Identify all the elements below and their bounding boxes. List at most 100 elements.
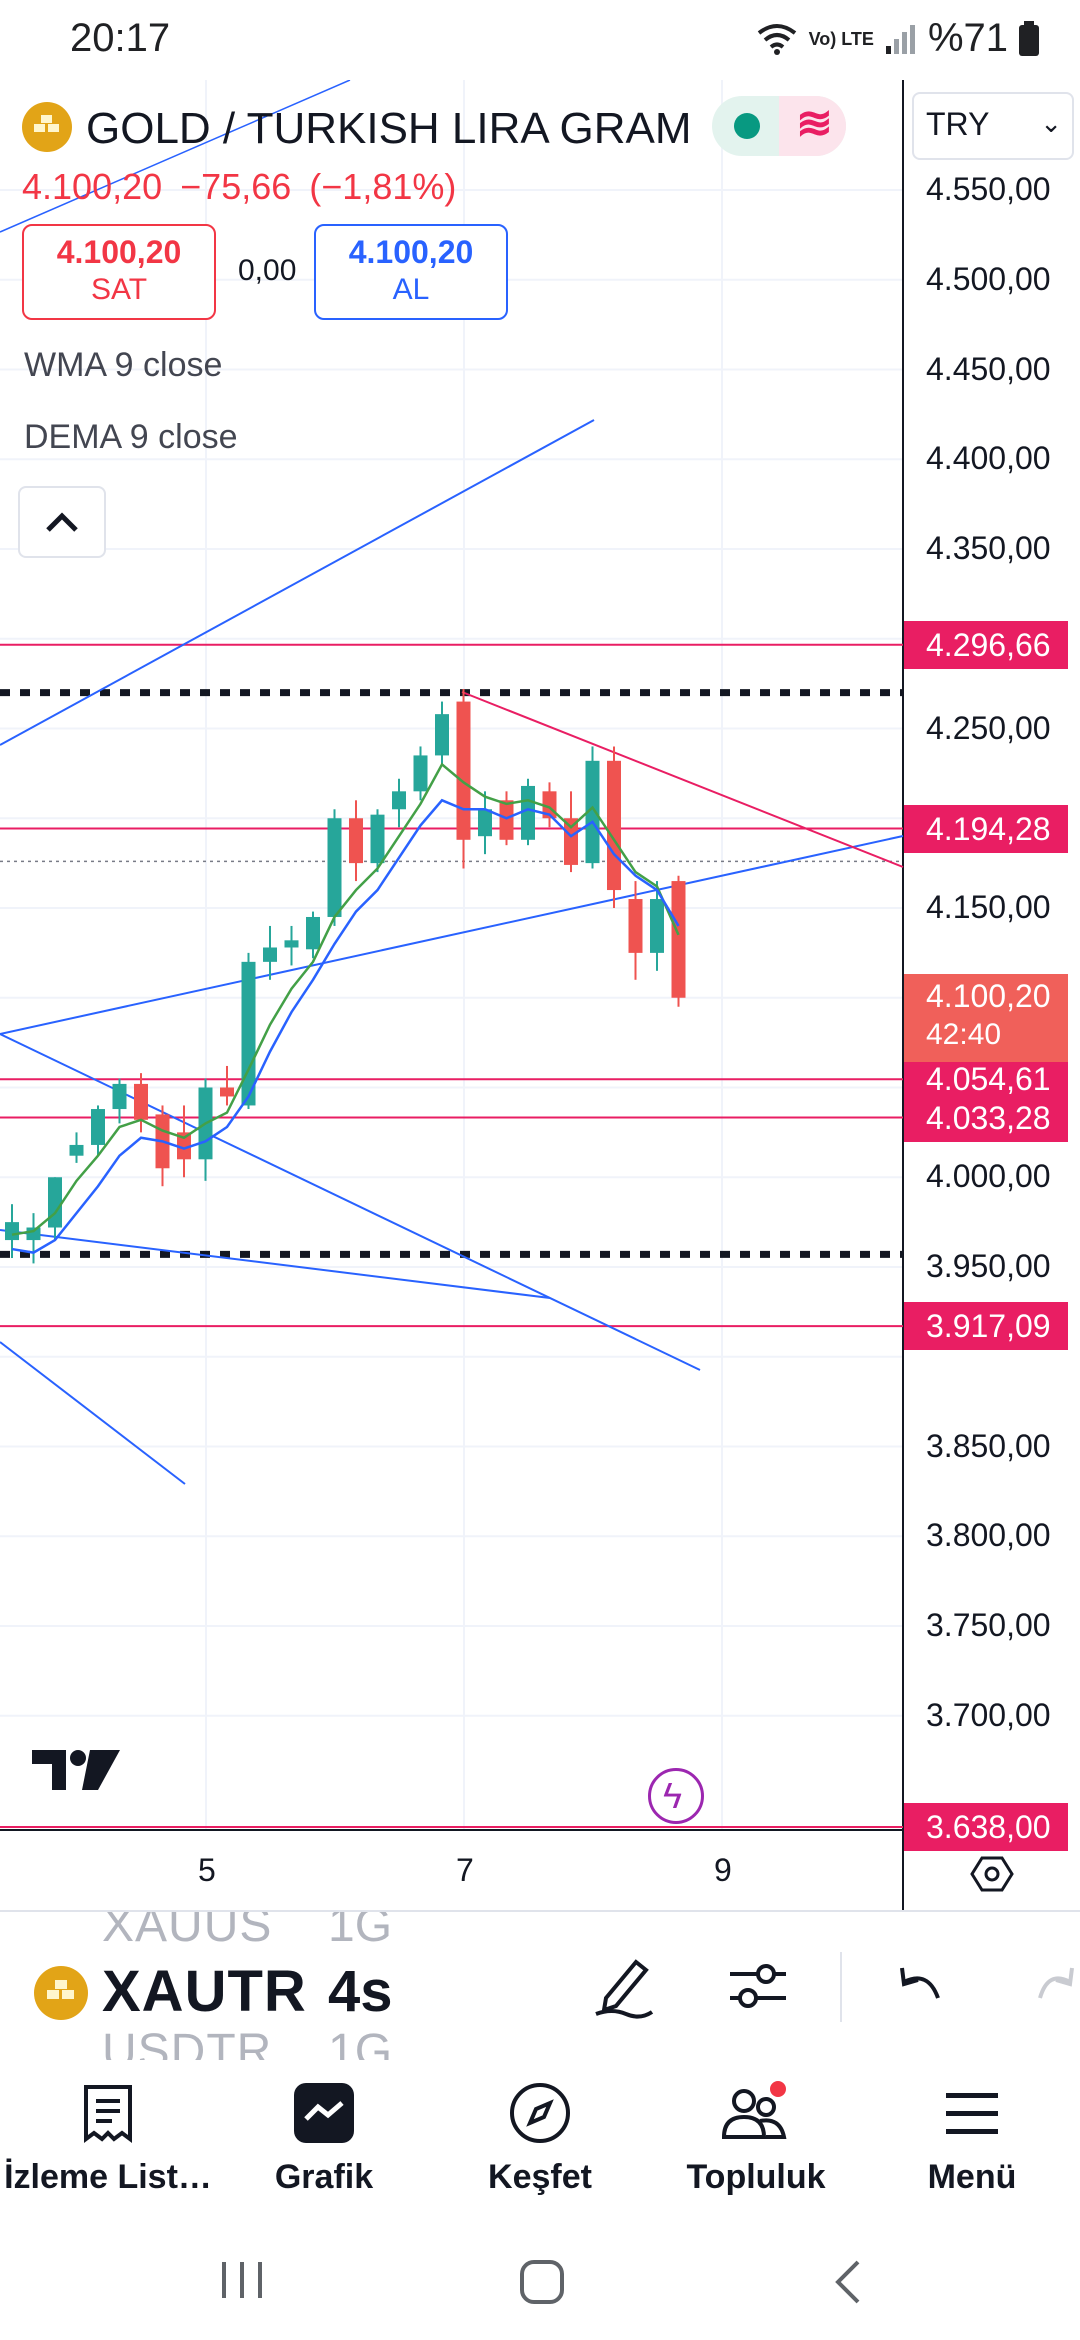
candle-body — [349, 818, 363, 864]
nav-label: Keşfet — [488, 2158, 592, 2196]
currency-select[interactable]: TRY ⌄ — [912, 92, 1074, 160]
buy-label: AL — [392, 273, 430, 306]
symbol-prev[interactable]: XAUUS — [102, 1910, 273, 1952]
candle-body — [628, 899, 643, 953]
sell-button[interactable]: 4.100,20 SAT — [22, 224, 216, 320]
nav-watchlist[interactable]: İzleme List… — [0, 2078, 216, 2197]
nav-label: Menü — [927, 2158, 1017, 2196]
trend-line — [0, 1341, 186, 1485]
symbol-picker[interactable]: XAUTR — [102, 1959, 307, 2024]
candle-body — [671, 881, 686, 998]
price-axis-label: 3.750,00 — [926, 1607, 1051, 1643]
candle-body — [499, 800, 514, 840]
chart-settings-icon[interactable] — [970, 1852, 1014, 1896]
price-axis-label: 4.150,00 — [926, 889, 1051, 925]
candle-body — [26, 1227, 41, 1241]
price-level-badge: 4.194,28 — [904, 804, 1068, 853]
lightning-icon: ϟ — [663, 1775, 683, 1816]
market-status-pill[interactable]: ≋ — [712, 96, 846, 156]
bottom-navigation: İzleme List… Grafik Keşfet — [0, 2060, 1080, 2220]
tradingview-logo — [32, 1750, 120, 1790]
nav-community[interactable]: Topluluk — [648, 2078, 864, 2197]
back-icon[interactable] — [830, 2258, 866, 2306]
interval-picker[interactable]: 4s — [328, 1959, 393, 2024]
trend-line — [0, 1229, 551, 1299]
price-axis-label: 4.250,00 — [926, 709, 1051, 746]
gold-bars-icon — [34, 1966, 88, 2020]
quick-trade-button[interactable]: ϟ — [648, 1768, 704, 1824]
price-chart[interactable] — [0, 80, 1080, 1910]
undo-icon[interactable] — [894, 1952, 948, 2020]
candle-body — [220, 1087, 234, 1097]
price-axis-label: 4.000,00 — [926, 1158, 1051, 1195]
price-level-badge: 3.917,09 — [904, 1302, 1068, 1351]
symbol-toolbar: XAUUS 1G XAUTR 4s USDTR 1G — [0, 1910, 1080, 2064]
x-tick-label: 9 — [714, 1852, 732, 1888]
nav-menu[interactable]: Menü — [864, 2078, 1080, 2197]
drawing-pen-icon[interactable] — [592, 1952, 656, 2020]
dema-line — [11, 798, 680, 1254]
candle-body — [48, 1177, 62, 1228]
battery-percent: %71 — [927, 16, 1008, 60]
price-axis-label: 4.400,00 — [926, 440, 1051, 477]
price-level-badge: 4.296,66 — [904, 620, 1068, 669]
spread-value: 0,00 — [238, 254, 297, 287]
candle-body — [5, 1222, 19, 1241]
candle-countdown: 42:40 — [926, 1018, 1002, 1051]
nav-label: Grafik — [274, 2158, 374, 2196]
menu-icon — [946, 2093, 998, 2134]
candle-body — [478, 809, 492, 837]
collapse-legend-button[interactable] — [18, 486, 106, 558]
price-line: 4.100,20 −75,66 (−1,81%) — [22, 166, 464, 208]
candle-body — [241, 961, 256, 1106]
chart-area[interactable] — [0, 80, 1080, 1910]
interval-next[interactable]: 1G — [328, 2025, 393, 2064]
candle-body — [650, 899, 664, 953]
price-axis-label: 4.500,00 — [926, 260, 1051, 297]
current-price-value: 4.100,20 — [926, 978, 1051, 1014]
home-icon[interactable] — [518, 2258, 566, 2306]
chevron-up-icon — [46, 512, 78, 532]
wave-icon: ≋ — [796, 99, 833, 148]
candle-body — [607, 760, 621, 891]
candle-body — [413, 755, 428, 792]
price-axis-label: 4.350,00 — [926, 530, 1051, 566]
candle-body — [91, 1109, 105, 1145]
candle-body — [585, 760, 600, 864]
price-level-badge: 3.638,00 — [904, 1803, 1068, 1852]
indicators-sliders-icon[interactable] — [726, 1952, 790, 2020]
wma-line — [11, 762, 680, 1236]
buy-price: 4.100,20 — [348, 234, 474, 270]
chart-icon — [294, 2083, 354, 2143]
nav-explore[interactable]: Keşfet — [432, 2078, 648, 2197]
system-navigation-bar — [0, 2220, 1080, 2340]
indicator-wma[interactable]: WMA 9 close — [24, 346, 223, 384]
recent-apps-icon[interactable] — [218, 2258, 266, 2302]
price-axis-label: 3.700,00 — [926, 1696, 1051, 1733]
wifi-icon — [757, 23, 796, 55]
candle-body — [112, 1083, 127, 1110]
symbol-title[interactable]: GOLD / TURKISH LIRA GRAM — [86, 104, 692, 153]
candle-body — [306, 916, 320, 950]
buy-button[interactable]: 4.100,20 AL — [314, 224, 508, 320]
compass-icon — [510, 2083, 570, 2143]
status-time: 20:17 — [70, 16, 171, 60]
candle-body — [370, 814, 385, 864]
price-axis-label: 3.800,00 — [926, 1517, 1051, 1554]
candle-body — [177, 1132, 191, 1160]
gold-bars-icon — [22, 102, 72, 152]
trend-line — [0, 80, 351, 233]
redo-icon[interactable] — [1036, 1952, 1080, 2020]
trend-line — [0, 419, 595, 746]
candle-body — [456, 701, 471, 840]
last-price: 4.100,20 — [22, 166, 163, 207]
interval-prev[interactable]: 1G — [328, 1910, 393, 1952]
candle-body — [134, 1083, 148, 1120]
price-axis-label: 4.450,00 — [926, 350, 1051, 387]
status-icons: Vo) LTE %71 — [755, 16, 1040, 61]
symbol-next[interactable]: USDTR — [102, 2025, 273, 2064]
candle-body — [392, 791, 406, 810]
price-axis-label: 3.950,00 — [926, 1248, 1051, 1284]
indicator-dema[interactable]: DEMA 9 close — [24, 418, 238, 456]
nav-chart[interactable]: Grafik — [216, 2078, 432, 2197]
